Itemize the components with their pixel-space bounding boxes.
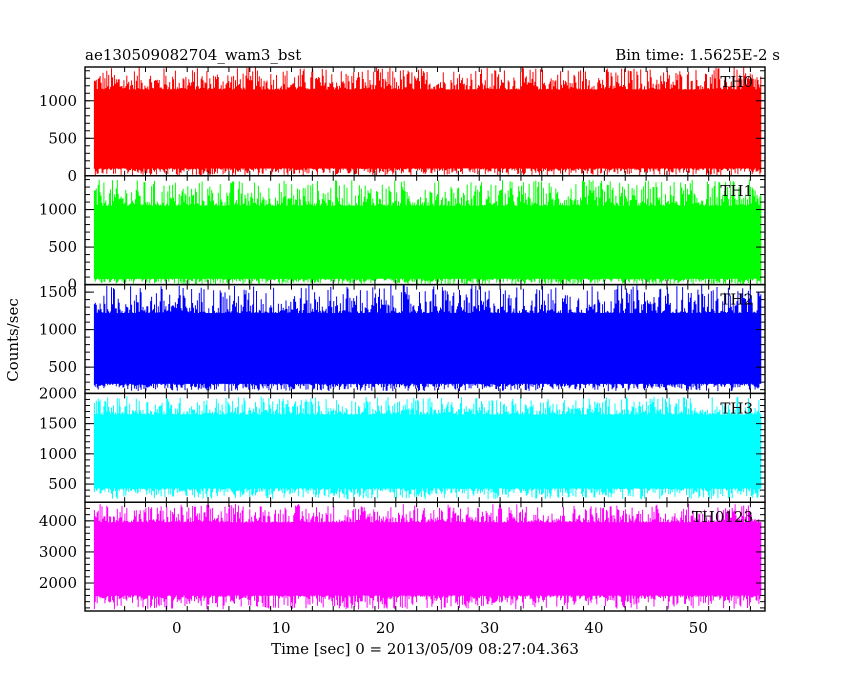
x-tick-label: 0 [172,619,182,637]
series-line-th0123 [93,503,762,610]
y-tick-label: 2000 [39,574,77,592]
y-tick-label: 500 [48,358,77,376]
panel-frame [84,501,766,612]
chart-title-left: ae130509082704_wam3_bst [85,46,301,64]
panel-label-th2: TH2 [720,291,753,309]
panel-th0123: 2000 3000 4000 TH0123 [39,501,766,612]
series-line-th1 [93,179,762,285]
y-tick-label: 1000 [39,201,77,219]
series-line-th3 [93,396,762,500]
x-tick-label: 10 [272,619,291,637]
y-tick-label: 1500 [39,283,77,301]
panel-label-th3: TH3 [720,399,753,417]
y-tick-label: 4000 [39,512,77,530]
y-tick-label: 2000 [39,384,77,402]
y-tick-label: 1500 [39,415,77,433]
panel-label-th0: TH0 [720,73,753,91]
y-tick-label: 1000 [39,321,77,339]
y-axis-label: Counts/sec [4,298,22,382]
chart-title-right: Bin time: 1.5625E-2 s [615,46,780,64]
panel-label-th0123: TH0123 [692,508,753,526]
y-tick-label: 1000 [39,445,77,463]
series-line-th2 [93,284,762,392]
panel-th1: 0 500 1000 TH1 [39,175,766,294]
y-tick-label: 500 [48,475,77,493]
x-tick-label: 40 [584,619,603,637]
x-tick-label: 50 [689,619,708,637]
y-tick-label: 500 [48,129,77,147]
y-tick-label: 3000 [39,543,77,561]
panel-th2: 500 1000 1500 TH2 [39,283,766,395]
y-tick-label: 500 [48,238,77,256]
panel-th3: 500 1000 1500 2000 TH3 [39,384,766,503]
x-tick-label: 30 [480,619,499,637]
y-tick-label: 0 [67,167,77,185]
panel-label-th1: TH1 [720,182,753,200]
x-axis-label: Time [sec] 0 = 2013/05/09 08:27:04.363 [271,640,579,658]
panel-th0: 0 500 1000 TH0 [39,66,766,185]
x-tick-label: 20 [376,619,395,637]
y-tick-label: 1000 [39,92,77,110]
series-line-th0 [93,67,762,176]
y-tick-label: 0 [67,276,77,294]
